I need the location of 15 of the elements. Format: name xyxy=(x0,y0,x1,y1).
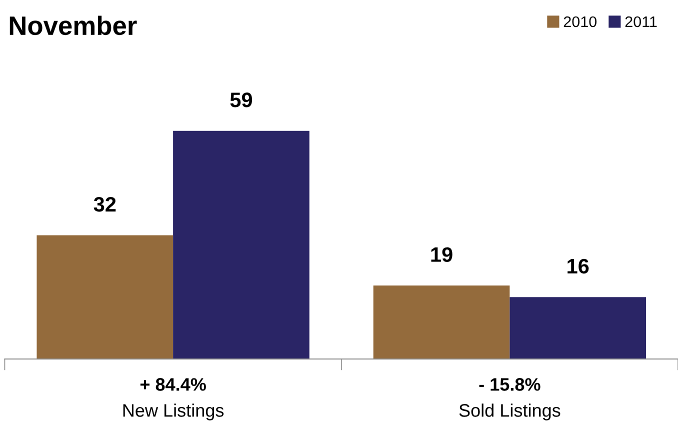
x-tick-label: New Listings xyxy=(123,404,224,420)
bar xyxy=(373,286,510,359)
data-label: 59 xyxy=(230,92,252,108)
text: - 15.8% xyxy=(479,378,540,391)
text: + 84.4% xyxy=(140,378,206,391)
data-label: 16 xyxy=(568,258,589,274)
chart-title: November xyxy=(10,16,137,36)
x-tick-label: Sold Listings xyxy=(459,404,560,420)
data-label: 19 xyxy=(431,247,452,262)
legend-label: 2010 xyxy=(564,16,597,28)
bar xyxy=(510,297,646,359)
bar xyxy=(173,130,310,359)
legend-label: 2011 xyxy=(625,16,657,28)
data-label: 32 xyxy=(94,196,116,212)
bar xyxy=(36,235,174,359)
